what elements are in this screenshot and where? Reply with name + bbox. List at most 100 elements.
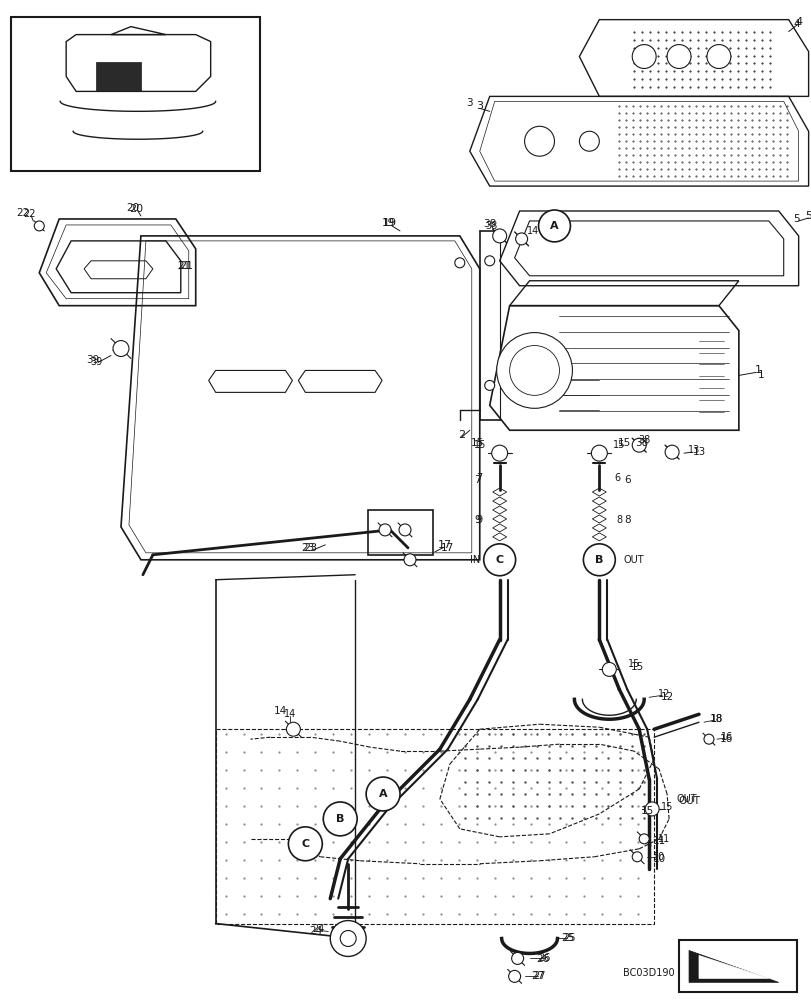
Text: 3: 3 xyxy=(476,101,483,111)
Text: 12: 12 xyxy=(659,692,673,702)
Text: 20: 20 xyxy=(127,203,139,213)
Text: 21: 21 xyxy=(177,261,190,271)
Text: 19: 19 xyxy=(381,218,394,228)
Text: 16: 16 xyxy=(719,734,732,744)
Text: OUT: OUT xyxy=(676,794,697,804)
Text: 19: 19 xyxy=(383,218,397,228)
Text: 9: 9 xyxy=(476,515,483,525)
Text: A: A xyxy=(550,221,558,231)
Text: 38: 38 xyxy=(485,221,497,231)
Bar xyxy=(11,17,260,171)
Text: 15: 15 xyxy=(630,662,643,672)
Circle shape xyxy=(590,445,607,461)
Circle shape xyxy=(484,380,494,390)
Text: 11: 11 xyxy=(657,834,669,844)
Text: BC03D190: BC03D190 xyxy=(623,968,674,978)
Circle shape xyxy=(579,131,599,151)
Circle shape xyxy=(288,827,322,861)
Text: 18: 18 xyxy=(710,714,723,724)
Text: 4: 4 xyxy=(794,17,801,27)
Text: 5: 5 xyxy=(792,214,799,224)
Text: 26: 26 xyxy=(535,954,548,964)
Text: 1: 1 xyxy=(757,370,763,380)
Bar xyxy=(678,940,796,992)
Circle shape xyxy=(632,45,655,68)
Text: 17: 17 xyxy=(437,540,452,550)
Text: 13: 13 xyxy=(692,447,705,457)
Text: 39: 39 xyxy=(90,357,102,367)
Text: 7: 7 xyxy=(476,473,483,483)
Polygon shape xyxy=(698,955,768,978)
Text: 7: 7 xyxy=(474,475,480,485)
Circle shape xyxy=(645,802,659,816)
Text: 15: 15 xyxy=(470,438,484,448)
Text: A: A xyxy=(378,789,387,799)
Circle shape xyxy=(582,544,615,576)
Text: 24: 24 xyxy=(309,926,323,936)
Text: 22: 22 xyxy=(17,208,30,218)
Circle shape xyxy=(638,834,648,844)
Text: 1: 1 xyxy=(754,365,762,375)
Circle shape xyxy=(706,45,730,68)
Polygon shape xyxy=(96,62,141,91)
Text: 11: 11 xyxy=(652,836,665,846)
Text: 38: 38 xyxy=(635,438,648,448)
Circle shape xyxy=(538,210,570,242)
Text: C: C xyxy=(495,555,503,565)
Text: 9: 9 xyxy=(474,515,480,525)
Text: 3: 3 xyxy=(466,98,473,108)
Text: 13: 13 xyxy=(687,445,699,455)
Text: 23: 23 xyxy=(302,543,315,553)
Circle shape xyxy=(398,524,410,536)
Polygon shape xyxy=(689,950,778,982)
Text: 18: 18 xyxy=(710,714,722,724)
Circle shape xyxy=(340,931,356,946)
Text: 15: 15 xyxy=(473,440,485,450)
Text: 24: 24 xyxy=(311,924,324,934)
Text: 15: 15 xyxy=(660,802,672,812)
Circle shape xyxy=(524,126,554,156)
Circle shape xyxy=(113,341,129,356)
Circle shape xyxy=(632,852,642,862)
Text: 27: 27 xyxy=(530,971,543,981)
Text: B: B xyxy=(594,555,603,565)
Text: 25: 25 xyxy=(563,933,575,943)
Text: 8: 8 xyxy=(616,515,621,525)
Text: 14: 14 xyxy=(527,226,539,236)
Text: IN: IN xyxy=(469,555,479,565)
Text: 15: 15 xyxy=(612,440,624,450)
Circle shape xyxy=(286,722,300,736)
Circle shape xyxy=(508,970,520,982)
Text: 23: 23 xyxy=(303,543,317,553)
Text: OUT: OUT xyxy=(677,796,699,806)
Text: 15: 15 xyxy=(617,438,630,448)
Circle shape xyxy=(483,544,515,576)
Text: 12: 12 xyxy=(657,689,669,699)
Text: 21: 21 xyxy=(178,261,192,271)
Text: 15: 15 xyxy=(640,806,653,816)
Circle shape xyxy=(703,734,713,744)
Circle shape xyxy=(491,445,507,461)
Text: 25: 25 xyxy=(560,933,573,943)
Circle shape xyxy=(379,524,391,536)
Text: B: B xyxy=(336,814,344,824)
Text: 22: 22 xyxy=(23,209,36,219)
Text: 5: 5 xyxy=(805,211,811,221)
Text: 4: 4 xyxy=(792,19,799,29)
Circle shape xyxy=(330,921,366,956)
Bar xyxy=(367,510,432,555)
Text: 39: 39 xyxy=(86,355,100,365)
Text: 15: 15 xyxy=(627,659,640,669)
Text: 8: 8 xyxy=(623,515,630,525)
Text: 6: 6 xyxy=(623,475,630,485)
Text: 14: 14 xyxy=(284,709,296,719)
Text: 6: 6 xyxy=(613,473,620,483)
Text: 27: 27 xyxy=(533,971,545,981)
Circle shape xyxy=(667,45,690,68)
Text: 16: 16 xyxy=(720,732,732,742)
Circle shape xyxy=(454,258,464,268)
Text: 10: 10 xyxy=(652,852,664,862)
Text: 14: 14 xyxy=(273,706,287,716)
Circle shape xyxy=(515,233,527,245)
Circle shape xyxy=(323,802,357,836)
